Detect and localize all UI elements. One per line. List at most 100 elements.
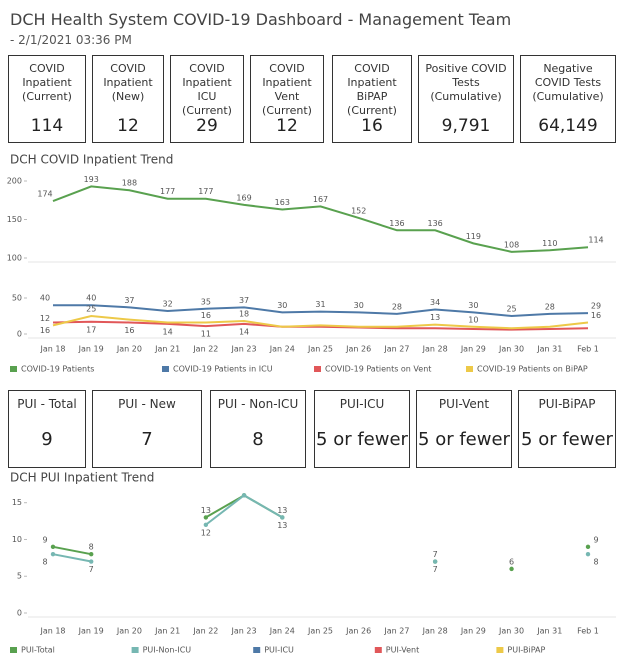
series-line xyxy=(53,304,589,318)
data-label: 17 xyxy=(86,325,96,334)
data-label: 14 xyxy=(239,327,249,336)
data-label: 10 xyxy=(468,315,478,324)
series-line xyxy=(205,494,283,519)
data-label: 167 xyxy=(313,195,328,204)
data-label: 30 xyxy=(277,301,287,310)
data-label: 16 xyxy=(124,326,134,335)
point xyxy=(280,515,285,520)
x-tick-label: Jan 23 xyxy=(231,627,257,636)
point xyxy=(89,559,94,564)
legend-swatch xyxy=(162,366,169,372)
x-tick-label: Jan 18 xyxy=(39,345,65,354)
data-label: 18 xyxy=(239,310,249,319)
data-label: 40 xyxy=(86,294,96,303)
data-label: 35 xyxy=(201,297,211,306)
point xyxy=(241,493,247,498)
x-tick-label: Jan 19 xyxy=(78,345,104,354)
kpi-title: PUI - Total xyxy=(17,397,77,411)
point xyxy=(280,515,285,520)
y-tick-label: 0 xyxy=(17,609,22,618)
kpi-card: PUI-BiPAP 5 or fewer xyxy=(518,390,616,468)
data-label: 152 xyxy=(351,206,366,215)
data-label: 16 xyxy=(591,311,601,320)
x-tick-label: Jan 22 xyxy=(192,345,218,354)
kpi-value: 9,791 xyxy=(441,116,491,136)
data-label: 25 xyxy=(86,305,96,314)
y-tick-label: 100 xyxy=(7,254,22,263)
point xyxy=(509,566,514,572)
data-label: 30 xyxy=(468,301,478,310)
legend-swatch xyxy=(253,647,261,653)
x-tick-label: Jan 30 xyxy=(498,345,524,354)
kpi-card: PUI - New 7 xyxy=(92,390,202,468)
x-tick-label: Jan 25 xyxy=(307,627,333,636)
kpi-card: PUI-ICU 5 or fewer xyxy=(314,390,410,468)
legend-label: PUI-Vent xyxy=(386,646,419,655)
data-label: 34 xyxy=(430,298,440,307)
kpi-value: 5 or fewer xyxy=(521,429,613,450)
series-line xyxy=(52,320,589,331)
kpi-value: 8 xyxy=(252,429,264,450)
data-label: 163 xyxy=(275,198,290,207)
data-label: 13 xyxy=(201,506,211,515)
point xyxy=(50,551,56,557)
kpi-title: COVID Inpatient (Current) xyxy=(22,62,72,103)
data-label: 177 xyxy=(160,187,175,196)
legend-swatch xyxy=(374,647,382,653)
data-label: 193 xyxy=(84,175,99,184)
data-label: 16 xyxy=(40,326,50,335)
data-label: 177 xyxy=(198,187,213,196)
data-label: 14 xyxy=(163,327,173,336)
series-line xyxy=(52,553,92,563)
legend-swatch xyxy=(10,647,17,653)
kpi-title: COVID Inpatient Vent (Current) xyxy=(262,62,312,117)
data-label: 13 xyxy=(277,506,287,515)
legend-swatch xyxy=(466,366,473,372)
x-tick-label: Jan 25 xyxy=(307,345,333,354)
y-tick-label: 150 xyxy=(7,215,22,224)
y-tick-label: 5 xyxy=(17,572,22,581)
kpi-title: PUI - New xyxy=(118,397,176,411)
x-tick-label: Jan 26 xyxy=(345,627,371,636)
point xyxy=(432,559,438,564)
series-line xyxy=(52,314,589,330)
kpi-card: COVID Inpatient (Current) 114 xyxy=(8,55,86,143)
x-tick-label: Feb 1 xyxy=(577,345,599,354)
point xyxy=(203,522,209,527)
x-tick-label: Jan 31 xyxy=(536,345,562,354)
legend-swatch xyxy=(131,647,139,653)
y-tick-label: 15 xyxy=(12,498,22,507)
x-tick-label: Jan 28 xyxy=(422,345,448,354)
kpi-card: PUI - Total 9 xyxy=(8,390,86,468)
data-label: 25 xyxy=(506,305,516,314)
kpi-card: PUI - Non-ICU 8 xyxy=(210,390,306,468)
kpi-title: PUI-ICU xyxy=(339,397,385,411)
x-tick-label: Jan 27 xyxy=(383,627,409,636)
x-tick-label: Jan 20 xyxy=(116,627,142,636)
x-tick-label: Jan 29 xyxy=(460,627,486,636)
point xyxy=(241,493,247,498)
legend-label: PUI-BiPAP xyxy=(507,646,545,655)
data-label: 8 xyxy=(42,558,47,567)
data-label: 6 xyxy=(509,557,514,566)
kpi-value: 9 xyxy=(41,429,53,450)
data-label: 7 xyxy=(89,565,94,574)
kpi-title: COVID Inpatient (New) xyxy=(103,62,153,103)
legend-swatch xyxy=(10,366,17,372)
chart-title: DCH PUI Inpatient Trend xyxy=(10,471,154,485)
kpi-title: PUI-BiPAP xyxy=(538,397,596,411)
kpi-card: COVID Inpatient (New) 12 xyxy=(92,55,164,143)
kpi-title: PUI - Non-ICU xyxy=(217,397,299,411)
x-tick-label: Jan 24 xyxy=(269,627,295,636)
data-label: 108 xyxy=(504,240,519,249)
legend-label: COVID-19 Patients on Vent xyxy=(325,365,431,374)
data-label: 169 xyxy=(236,193,251,202)
x-tick-label: Jan 20 xyxy=(116,345,142,354)
x-tick-label: Jan 19 xyxy=(78,627,104,636)
kpi-card: COVID Inpatient BiPAP (Current) 16 xyxy=(332,55,412,143)
kpi-title: PUI-Vent xyxy=(438,397,490,411)
data-label: 8 xyxy=(593,558,598,567)
series-line xyxy=(205,494,283,526)
data-label: 16 xyxy=(201,311,211,320)
